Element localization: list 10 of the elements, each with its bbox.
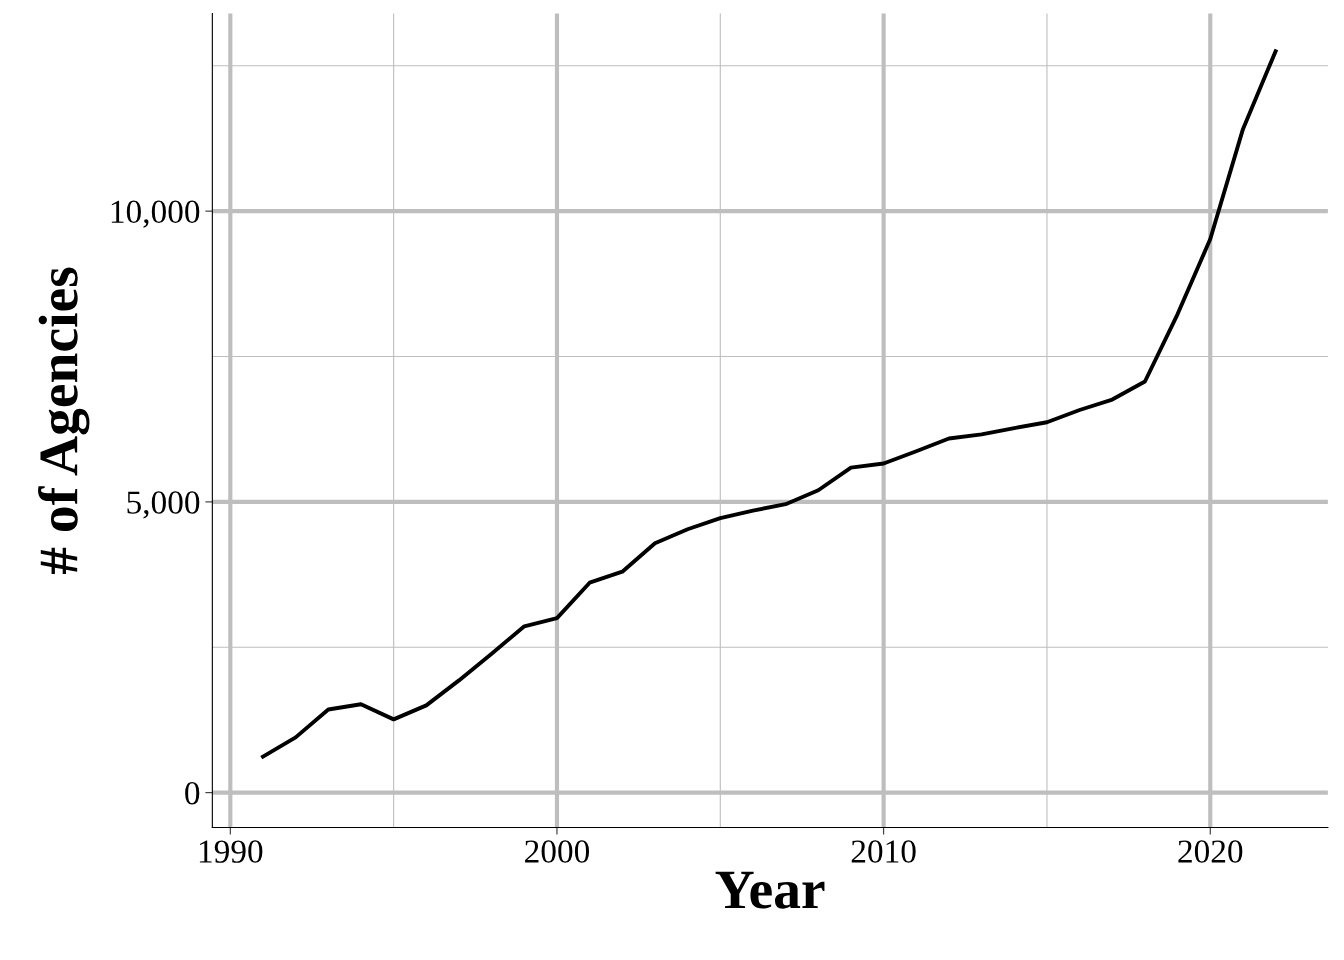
y-tick-label: 5,000 bbox=[127, 491, 200, 519]
y-axis-title: # of Agencies bbox=[38, 267, 90, 575]
x-tick-label: 1990 bbox=[199, 840, 263, 863]
x-axis-title: Year bbox=[715, 871, 825, 909]
line-series bbox=[261, 49, 1278, 759]
y-tick-label: 10,000 bbox=[111, 200, 200, 228]
x-tick-label: 2010 bbox=[851, 840, 916, 863]
x-tick-label: 2020 bbox=[1178, 840, 1243, 863]
y-tick-label: 0 bbox=[185, 782, 200, 805]
x-tick-label: 2000 bbox=[525, 840, 590, 863]
